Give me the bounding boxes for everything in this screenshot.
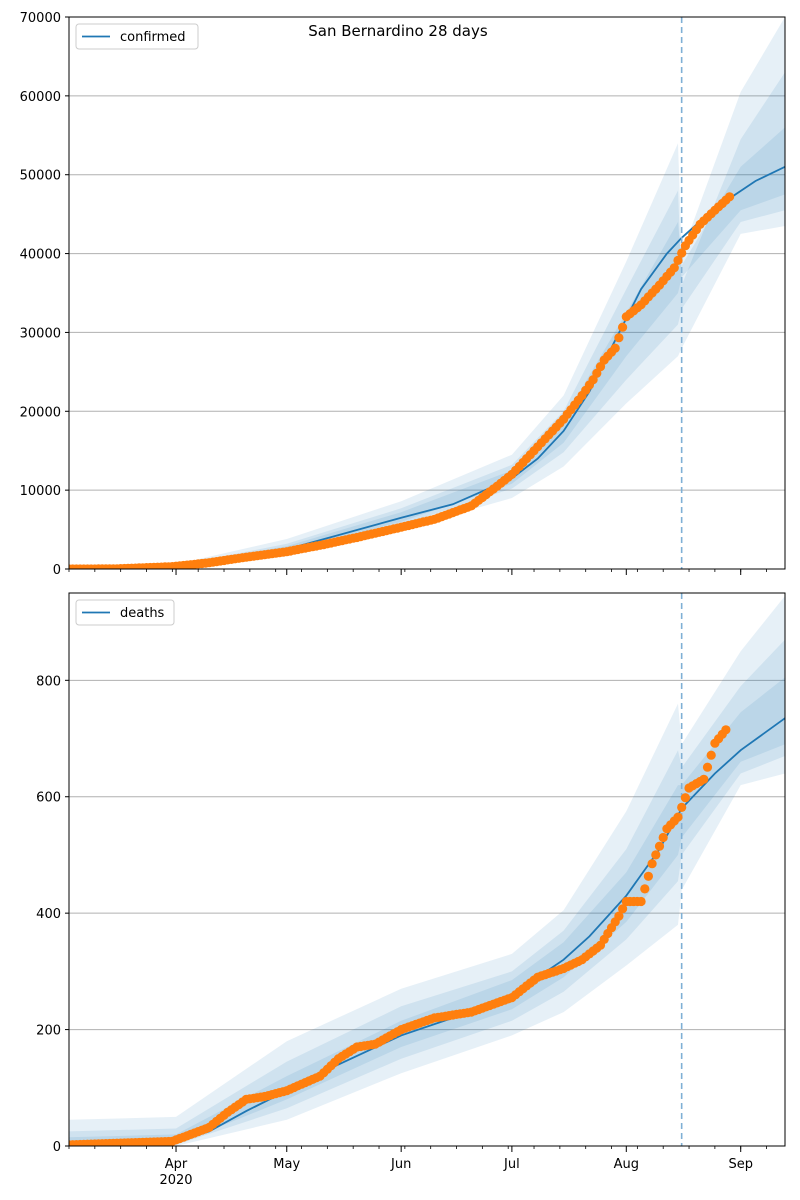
legend — [75, 23, 199, 50]
observed-point — [680, 793, 691, 803]
y-tick-label: 20000 — [20, 405, 61, 420]
observed-point — [618, 904, 628, 914]
observed-point — [643, 871, 654, 881]
figure-title: San Bernardino 28 days — [308, 22, 488, 40]
observed-point — [618, 322, 628, 332]
y-tick-label: 0 — [53, 563, 61, 578]
legend — [75, 599, 175, 626]
plot-area — [69, 593, 785, 1146]
observed-point — [636, 896, 646, 907]
y-tick-label: 70000 — [20, 11, 61, 26]
x-tick-label: Jun — [390, 1157, 411, 1172]
observed-point — [721, 725, 731, 735]
y-tick-label: 40000 — [20, 248, 61, 263]
y-tick-label: 60000 — [20, 90, 61, 105]
observed-point — [706, 750, 716, 760]
y-tick-label: 200 — [36, 1024, 61, 1039]
observed-point — [673, 255, 683, 265]
x-tick-label: Jul — [503, 1157, 520, 1172]
observed-point — [658, 832, 668, 843]
x-tick-label: May — [273, 1157, 300, 1172]
axes-frame — [68, 592, 786, 1147]
uncertainty-band — [69, 72, 785, 569]
legend-label: confirmed — [120, 30, 186, 45]
observed-point — [699, 774, 709, 784]
uncertainty-band — [69, 595, 785, 1146]
plot-area — [69, 17, 785, 569]
y-tick-label: 50000 — [20, 169, 61, 184]
confirmed-panel: 0 10000 20000 30000 40000 50000 60000 70000 conf… — [20, 11, 786, 578]
x-tick-label: Aug — [614, 1157, 639, 1172]
observed-point — [677, 802, 687, 813]
observed-point — [610, 343, 620, 353]
observed-point — [614, 911, 624, 921]
observed-point — [669, 263, 679, 273]
x-tick-label: Apr — [165, 1157, 188, 1172]
observed-point — [654, 841, 665, 851]
observed-point — [673, 812, 683, 822]
uncertainty-band — [69, 639, 785, 1146]
observed-point — [677, 248, 687, 258]
observed-point — [725, 192, 735, 202]
y-tick-label: 400 — [36, 907, 61, 922]
observed-point — [651, 850, 661, 860]
y-tick-label: 600 — [36, 791, 61, 806]
observed-points — [69, 192, 735, 569]
y-tick-label: 0 — [53, 1140, 61, 1155]
y-tick-label: 30000 — [20, 326, 61, 341]
x-tick-label: Sep — [728, 1157, 753, 1172]
y-tick-label: 800 — [36, 674, 61, 689]
observed-point — [640, 884, 650, 894]
observed-points — [69, 725, 731, 1146]
x-tick-label: 2020 — [159, 1173, 192, 1188]
observed-point — [647, 859, 657, 869]
observed-point — [614, 333, 624, 343]
y-tick-label: 10000 — [20, 484, 61, 499]
legend-label: deaths — [120, 606, 165, 621]
axes-frame — [68, 16, 786, 570]
observed-point — [702, 762, 713, 772]
uncertainty-band — [69, 17, 785, 569]
